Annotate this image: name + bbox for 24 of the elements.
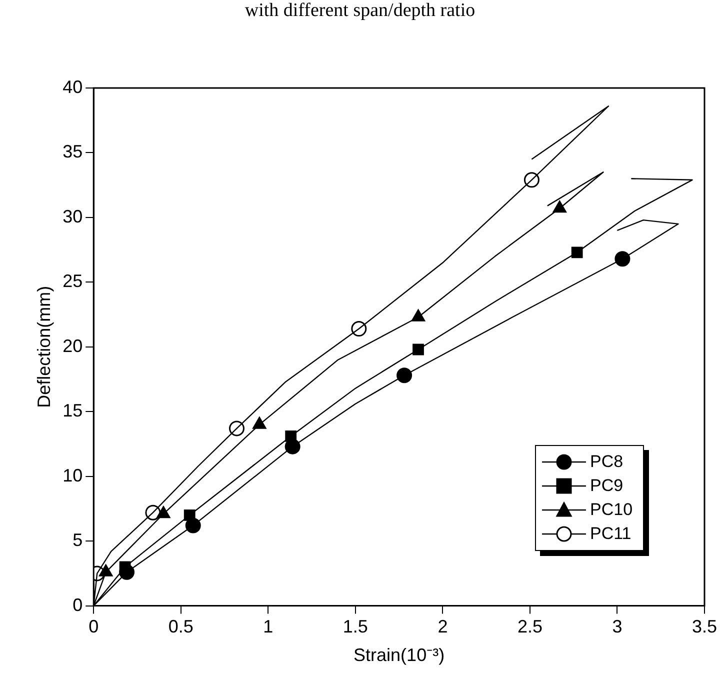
legend-label: PC11 (590, 524, 632, 544)
x-tick-label: 2 (438, 616, 448, 637)
y-tick-label: 35 (62, 142, 83, 162)
x-tick-label: 3 (612, 616, 622, 637)
y-tick-label: 0 (72, 594, 83, 615)
x-tick-label: 1 (263, 616, 274, 637)
y-tick-label: 10 (62, 465, 83, 486)
y-axis-title: Deflection(mm) (34, 286, 54, 408)
y-tick-label: 25 (62, 271, 83, 292)
x-tick-label: 2.5 (517, 616, 542, 637)
x-tick-label: 1.5 (342, 616, 368, 637)
y-tick-label: 5 (72, 530, 83, 550)
legend-label: PC8 (590, 452, 624, 472)
x-tick-label: 0.5 (168, 616, 194, 637)
legend-label: PC9 (590, 476, 624, 496)
y-tick-label: 40 (62, 76, 83, 97)
y-tick-label: 30 (62, 206, 83, 226)
x-tick-label: 3.5 (692, 616, 718, 637)
y-tick-label: 20 (62, 336, 83, 356)
x-tick-label: 0 (88, 616, 99, 637)
y-tick-label: 15 (62, 400, 83, 421)
chart-title: with different span/depth ratio (244, 0, 476, 22)
legend-label: PC10 (590, 500, 633, 520)
x-axis-title: Strain(10⁻³) (354, 645, 445, 666)
